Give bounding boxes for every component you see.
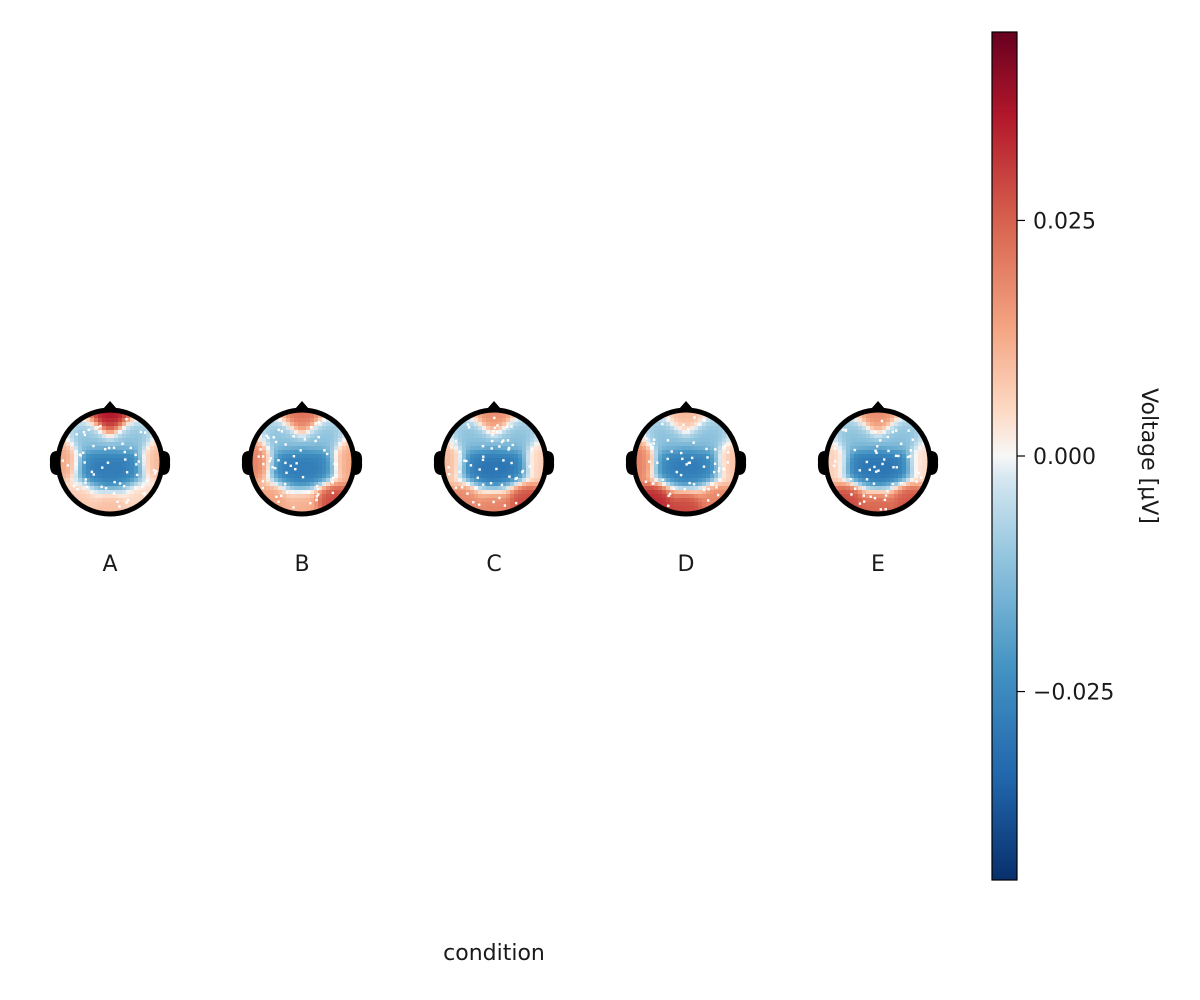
nose bbox=[487, 401, 501, 409]
x-axis-label: condition bbox=[443, 941, 545, 966]
left-ear bbox=[49, 451, 57, 475]
topoplot-panels: A B C D E bbox=[49, 401, 939, 577]
left-ear bbox=[241, 451, 249, 475]
topoplot-heatmap bbox=[250, 410, 354, 514]
condition-label: D bbox=[678, 552, 695, 577]
topoplot-A: A bbox=[49, 401, 171, 577]
colorbar-label: Voltage [μV] bbox=[1136, 388, 1161, 524]
colorbar-tick-label: −0.025 bbox=[1033, 681, 1114, 706]
electrode-markers bbox=[644, 416, 730, 508]
colorbar: −0.025 0.000 0.025 Voltage [μV] bbox=[991, 31, 1161, 881]
nose bbox=[295, 401, 309, 409]
topoplot-E: E bbox=[817, 401, 939, 577]
colorbar-tick-label: 0.000 bbox=[1033, 445, 1096, 470]
right-ear bbox=[547, 451, 555, 475]
head-outline bbox=[439, 407, 549, 517]
topoplot-B: B bbox=[241, 401, 363, 577]
nose bbox=[679, 401, 693, 409]
topoplot-C: C bbox=[433, 401, 555, 577]
colorbar-tick-label: 0.025 bbox=[1033, 209, 1096, 234]
electrode-markers bbox=[61, 418, 158, 508]
right-ear bbox=[931, 451, 939, 475]
head-outline bbox=[823, 407, 933, 517]
left-ear bbox=[433, 451, 441, 475]
right-ear bbox=[355, 451, 363, 475]
condition-label: A bbox=[102, 552, 117, 577]
head-outline bbox=[55, 407, 165, 517]
electrode-markers bbox=[257, 421, 339, 509]
left-ear bbox=[625, 451, 633, 475]
condition-label: C bbox=[486, 552, 501, 577]
colorbar-gradient bbox=[991, 31, 1018, 881]
right-ear bbox=[163, 451, 171, 475]
head-outline bbox=[247, 407, 357, 517]
nose bbox=[103, 401, 117, 409]
electrode-markers bbox=[832, 419, 923, 511]
condition-label: B bbox=[294, 552, 309, 577]
right-ear bbox=[739, 451, 747, 475]
nose bbox=[871, 401, 885, 409]
condition-label: E bbox=[871, 552, 885, 577]
head-outline bbox=[631, 407, 741, 517]
electrode-markers bbox=[447, 416, 534, 507]
left-ear bbox=[817, 451, 825, 475]
topoplot-D: D bbox=[625, 401, 747, 577]
